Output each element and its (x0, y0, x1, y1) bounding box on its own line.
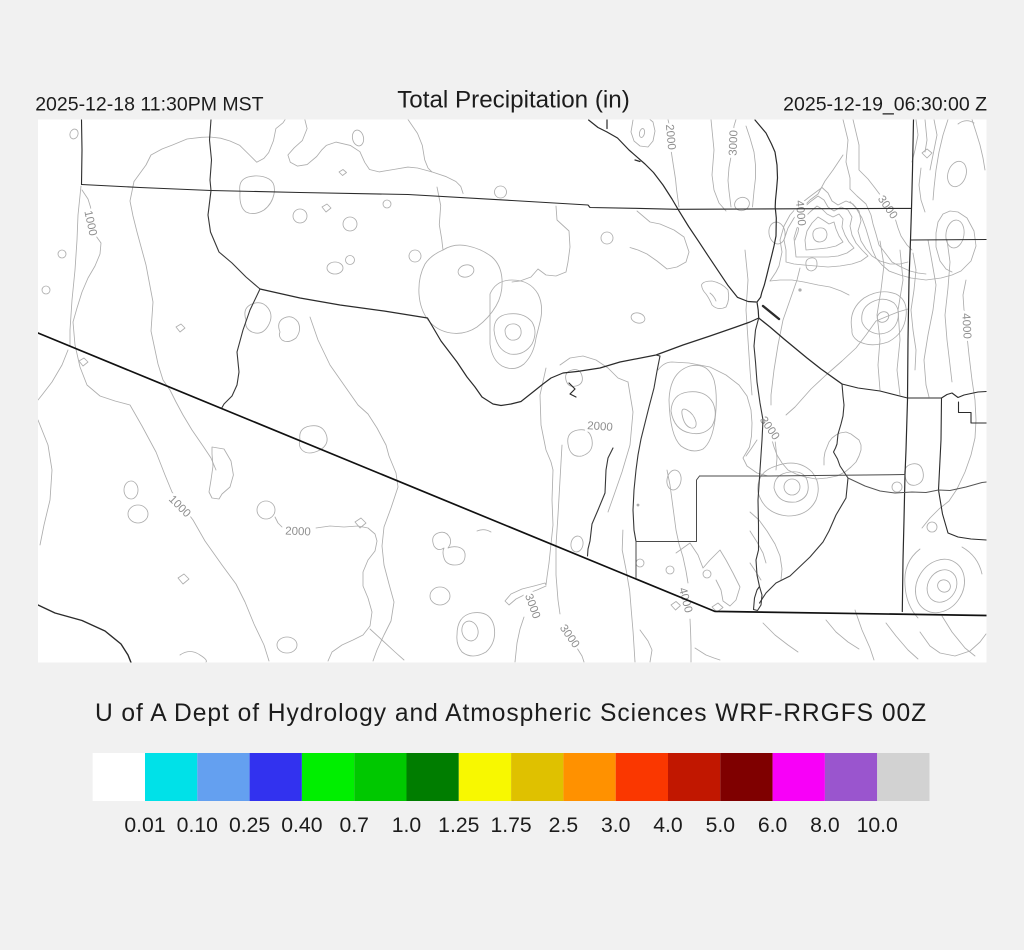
svg-text:4000: 4000 (793, 200, 807, 227)
svg-text:2025-12-18 11:30PM MST: 2025-12-18 11:30PM MST (35, 93, 263, 115)
svg-text:1.25: 1.25 (438, 814, 479, 837)
svg-text:2000: 2000 (663, 124, 677, 151)
svg-text:1.75: 1.75 (490, 814, 531, 837)
svg-text:0.40: 0.40 (281, 814, 322, 837)
svg-text:0.10: 0.10 (177, 814, 218, 837)
svg-text:4.0: 4.0 (653, 814, 682, 837)
svg-text:2000: 2000 (587, 420, 613, 434)
svg-text:3.0: 3.0 (601, 814, 630, 837)
svg-text:0.7: 0.7 (339, 814, 368, 837)
svg-text:U of A Dept of Hydrology and A: U of A Dept of Hydrology and Atmospheric… (95, 700, 927, 727)
svg-text:4000: 4000 (959, 313, 972, 339)
svg-text:0.25: 0.25 (229, 814, 270, 837)
svg-text:0.01: 0.01 (124, 814, 165, 837)
svg-text:8.0: 8.0 (810, 814, 839, 837)
svg-text:5.0: 5.0 (706, 814, 735, 837)
svg-text:3000: 3000 (728, 130, 741, 156)
svg-text:10.0: 10.0 (857, 814, 898, 837)
svg-text:2.5: 2.5 (549, 814, 578, 837)
svg-text:2000: 2000 (285, 526, 311, 539)
svg-text:6.0: 6.0 (758, 814, 787, 837)
svg-text:2025-12-19_06:30:00 Z: 2025-12-19_06:30:00 Z (783, 93, 987, 115)
svg-text:1.0: 1.0 (392, 814, 421, 837)
svg-text:Total Precipitation (in): Total Precipitation (in) (397, 87, 630, 114)
